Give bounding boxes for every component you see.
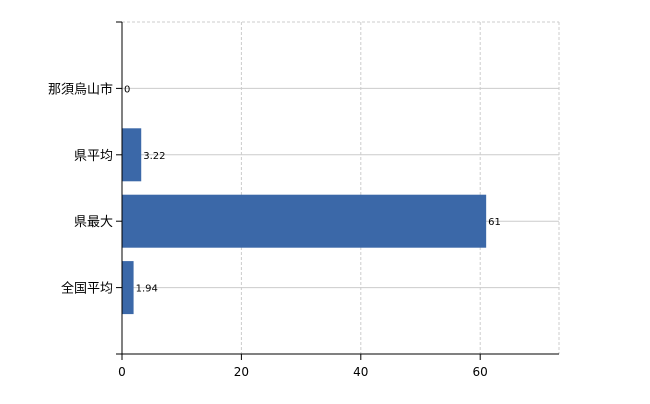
y-tick-label: 県平均 bbox=[74, 149, 113, 164]
bar-3 bbox=[122, 261, 134, 315]
bar-2 bbox=[122, 194, 487, 248]
x-tick-label: 40 bbox=[353, 365, 368, 379]
value-label: 1.94 bbox=[136, 284, 158, 295]
y-tick-label: 県最大 bbox=[74, 215, 113, 230]
value-label: 3.22 bbox=[143, 151, 165, 162]
y-tick-label: 那須烏山市 bbox=[48, 81, 113, 97]
value-label: 61 bbox=[488, 217, 501, 228]
x-tick-label: 20 bbox=[234, 365, 249, 379]
value-label: 0 bbox=[124, 84, 130, 95]
x-tick-label: 0 bbox=[118, 365, 126, 379]
x-tick-label: 60 bbox=[473, 365, 488, 379]
y-tick-label: 全国平均 bbox=[61, 281, 113, 297]
bar-1 bbox=[122, 128, 142, 182]
